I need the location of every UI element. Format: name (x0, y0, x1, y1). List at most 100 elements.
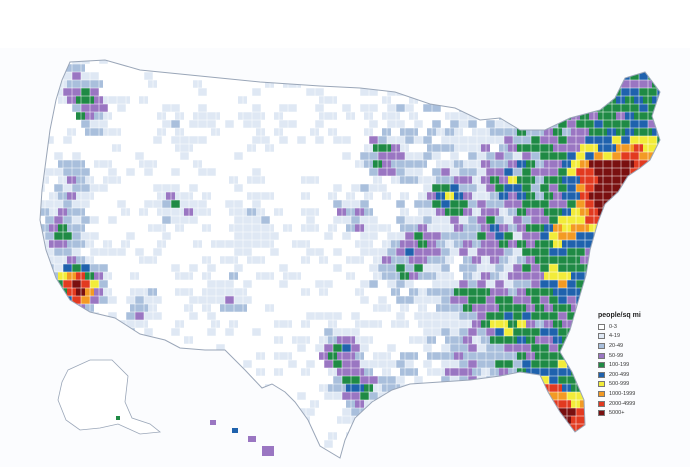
county-cell (126, 248, 135, 256)
county-cell (171, 232, 180, 240)
county-cell (544, 240, 553, 248)
county-cell (409, 240, 418, 248)
county-cell (594, 264, 603, 272)
county-cell (409, 176, 418, 184)
county-cell (81, 136, 90, 144)
county-cell (409, 272, 418, 280)
county-cell (315, 168, 324, 176)
county-cell (360, 104, 369, 112)
county-cell (243, 392, 252, 400)
county-cell (360, 280, 369, 288)
county-cell (40, 296, 45, 304)
county-cell (207, 88, 216, 96)
county-cell (423, 248, 432, 256)
county-cell (319, 448, 328, 456)
county-cell (661, 432, 670, 440)
county-cell (580, 112, 589, 120)
county-cell (409, 448, 418, 456)
county-cell (481, 80, 490, 88)
county-cell (135, 88, 144, 96)
county-cell (166, 448, 175, 456)
county-cell (247, 384, 256, 392)
county-cell (297, 216, 306, 224)
county-cell (108, 72, 117, 80)
county-cell (535, 416, 544, 424)
county-cell (670, 240, 679, 248)
county-cell (184, 416, 193, 424)
county-cell (580, 336, 589, 344)
county-cell (261, 264, 270, 272)
county-cell (328, 320, 337, 328)
county-cell (540, 264, 549, 272)
county-cell (45, 312, 54, 320)
county-cell (396, 440, 405, 448)
county-cell (126, 264, 135, 272)
county-cell (184, 352, 193, 360)
county-cell (126, 120, 135, 128)
county-cell (126, 152, 135, 160)
county-cell (157, 128, 166, 136)
county-cell (432, 408, 441, 416)
county-cell (324, 360, 333, 368)
county-cell (103, 240, 112, 248)
county-cell (85, 448, 94, 456)
county-cell (454, 240, 463, 248)
county-cell (477, 392, 486, 400)
county-cell (553, 208, 562, 216)
county-cell (589, 112, 598, 120)
county-cell (490, 256, 499, 264)
county-cell (180, 280, 189, 288)
county-cell (180, 440, 189, 448)
county-cell (526, 192, 535, 200)
county-cell (661, 256, 670, 264)
county-cell (400, 400, 409, 408)
county-cell (630, 264, 639, 272)
county-cell (526, 304, 535, 312)
county-cell (220, 80, 229, 88)
county-cell (171, 424, 180, 432)
county-cell (346, 96, 355, 104)
county-cell (526, 240, 535, 248)
county-cell (373, 192, 382, 200)
county-cell (603, 136, 612, 144)
county-cell (603, 440, 612, 448)
county-cell (355, 112, 364, 120)
county-cell (103, 64, 112, 72)
county-cell (405, 392, 414, 400)
county-cell (495, 232, 504, 240)
county-cell (571, 160, 580, 168)
county-cell (94, 224, 103, 232)
county-cell (126, 216, 135, 224)
county-cell (490, 64, 499, 72)
county-cell (661, 144, 670, 152)
county-cell (234, 136, 243, 144)
county-cell (76, 144, 85, 152)
county-cell (567, 392, 576, 400)
county-cell (162, 216, 171, 224)
county-cell (337, 304, 346, 312)
county-cell (157, 144, 166, 152)
county-cell (594, 184, 603, 192)
county-cell (616, 240, 625, 248)
county-cell (270, 424, 279, 432)
county-cell (387, 280, 396, 288)
county-cell (472, 224, 481, 232)
county-cell (553, 176, 562, 184)
county-cell (40, 128, 49, 136)
county-cell (490, 320, 499, 328)
county-cell (400, 208, 409, 216)
county-cell (76, 288, 85, 296)
county-cell (549, 296, 558, 304)
county-cell (108, 312, 117, 320)
county-cell (373, 96, 382, 104)
county-cell (369, 216, 378, 224)
county-cell (585, 440, 594, 448)
county-cell (436, 384, 445, 392)
county-cell (76, 224, 85, 232)
county-cell (360, 248, 369, 256)
county-cell (297, 168, 306, 176)
county-cell (234, 280, 243, 288)
county-cell (288, 424, 297, 432)
county-cell (261, 392, 270, 400)
county-cell (531, 168, 540, 176)
